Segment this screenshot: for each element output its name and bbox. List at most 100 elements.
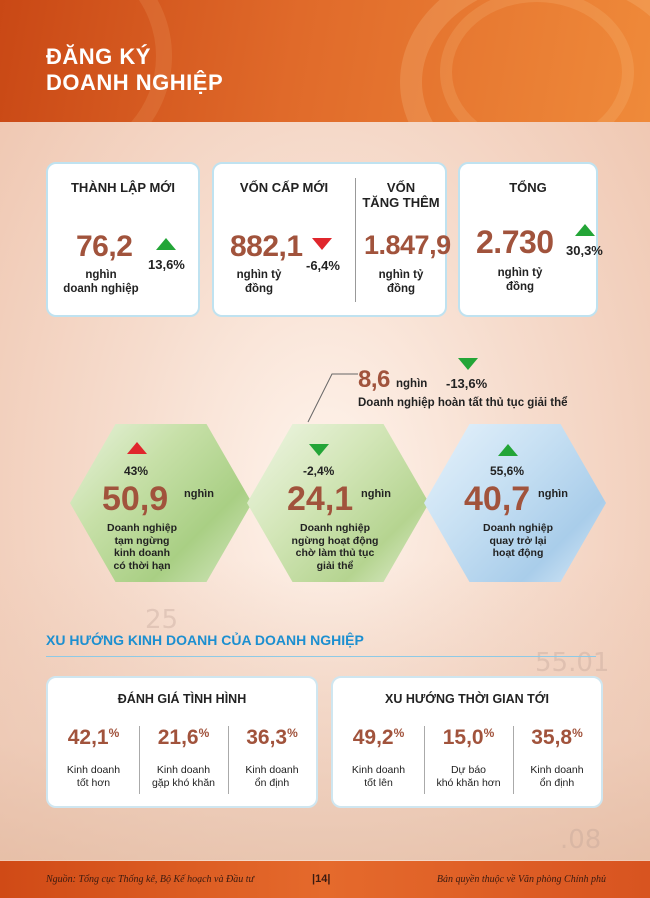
suspended-label: Doanh nghiệp tạm ngừng kinh doanh có thờ… bbox=[106, 522, 178, 572]
hexagon-ceased: -2,4% 24,1 nghìn Doanh nghiệp ngừng hoạt… bbox=[247, 424, 429, 582]
label-line: ổn định bbox=[539, 777, 575, 789]
label-line: Doanh nghiệp bbox=[300, 522, 370, 534]
divider bbox=[513, 726, 514, 794]
unit-line: nghìn tỷ bbox=[497, 267, 543, 279]
new-capital-unit: nghìn tỷ đồng bbox=[224, 268, 294, 296]
new-enterprises-unit: nghìn doanh nghiệp bbox=[48, 268, 154, 296]
unit-line: đồng bbox=[244, 283, 274, 295]
down-arrow-icon bbox=[312, 238, 332, 250]
added-capital-value: 1.847,9 bbox=[364, 230, 451, 260]
card-title: VỐN TĂNG THÊM bbox=[355, 180, 447, 210]
down-arrow-icon bbox=[309, 444, 329, 456]
number: 42,1 bbox=[67, 726, 109, 749]
label-line: tốt hơn bbox=[76, 777, 111, 789]
resumed-label: Doanh nghiệp quay trở lại hoạt động bbox=[478, 522, 558, 560]
card-new-enterprises: THÀNH LẬP MỚI 76,2 13,6% nghìn doanh ngh… bbox=[46, 162, 200, 317]
label-line: tốt lên bbox=[364, 777, 393, 789]
label-line: Doanh nghiệp bbox=[483, 522, 553, 534]
current-stable-value: 36,3% bbox=[228, 726, 316, 750]
unit-line: nghìn tỷ bbox=[236, 269, 282, 281]
label-line: kinh doanh bbox=[114, 547, 170, 559]
unit-line: đồng bbox=[386, 283, 416, 295]
suspended-change: 43% bbox=[124, 464, 149, 478]
unit-line: đồng bbox=[505, 281, 535, 293]
page-title-line2: DOANH NGHIỆP bbox=[46, 70, 224, 95]
total-value: 2.730 bbox=[476, 224, 554, 260]
suspended-value: 50,9 bbox=[102, 480, 169, 518]
ceased-label: Doanh nghiệp ngừng hoạt động chờ làm thủ… bbox=[285, 522, 385, 572]
percent-sign: % bbox=[287, 726, 298, 740]
label-line: Kinh doanh bbox=[156, 764, 211, 776]
ceased-unit: nghìn bbox=[361, 488, 391, 500]
page-title: ĐĂNG KÝ DOANH NGHIỆP bbox=[46, 44, 223, 96]
new-enterprises-change: 13,6% bbox=[148, 257, 185, 272]
label-line: Kinh doanh bbox=[530, 764, 584, 776]
card-current-assessment: ĐÁNH GIÁ TÌNH HÌNH 42,1% Kinh doanh tốt … bbox=[46, 676, 318, 808]
callout-line bbox=[307, 373, 358, 423]
future-difficult-label: Dự báo khó khăn hơn bbox=[424, 764, 513, 790]
label-line: ổn định bbox=[254, 777, 290, 789]
future-stable-value: 35,8% bbox=[513, 726, 601, 750]
card-title: XU HƯỚNG THỜI GIAN TỚI bbox=[385, 692, 549, 706]
card-total: TỔNG 2.730 30,3% nghìn tỷ đồng bbox=[458, 162, 603, 317]
label-line: Doanh nghiệp bbox=[107, 522, 177, 534]
current-better-value: 42,1% bbox=[48, 726, 139, 750]
ceased-change: -2,4% bbox=[303, 464, 335, 478]
divider bbox=[228, 726, 229, 794]
up-arrow-icon bbox=[498, 444, 518, 456]
future-better-value: 49,2% bbox=[333, 726, 424, 750]
resumed-value: 40,7 bbox=[464, 480, 531, 518]
header-decoration bbox=[440, 0, 634, 122]
label-line: gặp khó khăn bbox=[151, 777, 216, 789]
dissolved-label: Doanh nghiệp hoàn tất thủ tục giải thể bbox=[358, 397, 568, 409]
page-number: |14| bbox=[312, 873, 331, 885]
divider bbox=[139, 726, 140, 794]
new-capital-change: -6,4% bbox=[306, 258, 340, 273]
future-stable-label: Kinh doanh ổn định bbox=[513, 764, 601, 790]
percent-sign: % bbox=[572, 726, 583, 740]
number: 15,0 bbox=[442, 726, 484, 749]
section-divider bbox=[46, 656, 596, 657]
label-line: có thời hạn bbox=[113, 559, 171, 572]
current-difficult-label: Kinh doanh gặp khó khăn bbox=[139, 764, 228, 790]
dissolved-value: 8,6 bbox=[358, 366, 390, 393]
new-capital-value: 882,1 bbox=[230, 230, 303, 263]
unit-line: nghìn tỷ bbox=[378, 269, 424, 281]
future-difficult-value: 15,0% bbox=[424, 726, 513, 750]
label-line: giải thể bbox=[316, 559, 354, 572]
label-line: Dự báo bbox=[450, 764, 487, 776]
percent-sign: % bbox=[393, 726, 405, 740]
current-better-label: Kinh doanh tốt hơn bbox=[48, 764, 139, 790]
footer: Nguồn: Tổng cục Thống kê, Bộ Kế hoạch và… bbox=[0, 861, 650, 898]
current-stable-label: Kinh doanh ổn định bbox=[228, 764, 316, 790]
up-arrow-icon bbox=[127, 442, 147, 454]
down-arrow-icon bbox=[458, 358, 478, 370]
label-line: chờ làm thủ tục bbox=[295, 547, 375, 559]
card-title: THÀNH LẬP MỚI bbox=[70, 180, 175, 195]
dissolved-change: -13,6% bbox=[446, 376, 488, 391]
percent-sign: % bbox=[198, 726, 210, 740]
card-future-trend: XU HƯỚNG THỜI GIAN TỚI 49,2% Kinh doanh … bbox=[331, 676, 603, 808]
card-capital: VỐN CẤP MỚI 882,1 -6,4% nghìn tỷ đồng VỐ… bbox=[212, 162, 451, 317]
label-line: ngừng hoạt động bbox=[291, 534, 379, 547]
number: 35,8 bbox=[531, 726, 573, 749]
percent-sign: % bbox=[483, 726, 495, 740]
label-line: Kinh doanh bbox=[66, 764, 121, 776]
page-title-line1: ĐĂNG KÝ bbox=[46, 44, 151, 69]
title-line: VỐN bbox=[386, 180, 416, 195]
current-difficult-value: 21,6% bbox=[139, 726, 228, 750]
label-line: Kinh doanh bbox=[245, 764, 299, 776]
divider bbox=[355, 178, 356, 302]
title-line: TĂNG THÊM bbox=[362, 195, 440, 210]
footer-source: Nguồn: Tổng cục Thống kê, Bộ Kế hoạch và… bbox=[46, 874, 254, 885]
card-title: ĐÁNH GIÁ TÌNH HÌNH bbox=[117, 692, 247, 706]
number: 49,2 bbox=[352, 726, 394, 749]
total-change: 30,3% bbox=[566, 243, 603, 258]
footer-copyright: Bản quyền thuộc về Văn phòng Chính phủ bbox=[436, 874, 606, 885]
future-better-label: Kinh doanh tốt lên bbox=[333, 764, 424, 790]
resumed-unit: nghìn bbox=[538, 488, 568, 500]
resumed-change: 55,6% bbox=[490, 464, 525, 478]
label-line: tạm ngừng bbox=[114, 534, 170, 547]
background-decoration: 25 bbox=[145, 605, 179, 635]
label-line: Kinh doanh bbox=[351, 764, 406, 776]
